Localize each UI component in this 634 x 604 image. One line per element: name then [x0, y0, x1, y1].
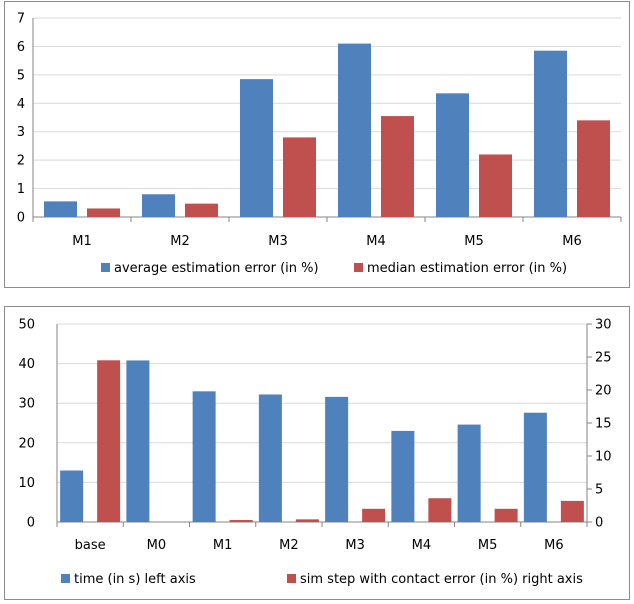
x-tick-label: base — [75, 538, 106, 553]
x-tick-label: M5 — [464, 234, 484, 249]
bar-time-M4 — [391, 430, 415, 522]
bar-time-M3 — [325, 396, 349, 522]
y-tick-label: 40 — [18, 357, 35, 372]
y-tick-label: 6 — [17, 40, 25, 55]
x-tick-label: M6 — [544, 538, 564, 553]
y-tick-label: 7 — [17, 12, 25, 27]
bar-average-M5 — [436, 93, 469, 217]
x-tick-label: M0 — [147, 538, 167, 553]
bar-median-M4 — [381, 116, 414, 217]
bar-time-M1 — [192, 391, 216, 522]
bar-median-M6 — [577, 120, 610, 217]
bar-time-M6 — [523, 412, 547, 522]
y2-tick-label: 0 — [595, 516, 603, 531]
y-tick-label: 50 — [18, 318, 35, 333]
y-tick-label: 2 — [17, 154, 25, 169]
bar-time-base — [60, 470, 84, 522]
chart-panel-time-contact-error: 0 10 20 30 40 50 0 5 10 15 20 25 30 base M0 M1 M2 M3 M4 M5 M… — [4, 306, 630, 600]
bar-median-M1 — [87, 208, 120, 217]
y-tick-label: 10 — [18, 476, 35, 491]
bar-median-M5 — [479, 154, 512, 217]
bar-contact-error-M3 — [362, 508, 386, 522]
x-tick-label: M1 — [213, 538, 233, 553]
y-tick-label: 1 — [17, 182, 25, 197]
x-tick-label: M2 — [279, 538, 299, 553]
bar-average-M4 — [338, 43, 371, 218]
y2-tick-label: 10 — [595, 450, 612, 465]
bar-contact-error-M5 — [494, 508, 518, 522]
y2-tick-label: 5 — [595, 483, 603, 498]
legend-swatch — [61, 574, 70, 583]
x-tick-label: M3 — [345, 538, 365, 553]
bar-median-M3 — [283, 137, 316, 217]
estimation-error-chart: 0 1 2 3 4 5 6 7 M1 M2 M3 M4 M5 M6 average estimation e… — [17, 12, 622, 276]
y-tick-label: 0 — [27, 516, 35, 531]
bar-average-M3 — [240, 79, 273, 217]
time-contact-error-chart: 0 10 20 30 40 50 0 5 10 15 20 25 30 base M0 M1 M2 M3 M4 M5 M… — [18, 318, 612, 588]
bar-contact-error-M4 — [428, 498, 452, 522]
bar-median-M2 — [185, 203, 218, 217]
bar-time-M0 — [126, 360, 150, 522]
y2-tick-label: 20 — [595, 384, 612, 399]
x-tick-label: M4 — [412, 538, 432, 553]
y-tick-label: 3 — [17, 125, 25, 140]
y-tick-label: 5 — [17, 68, 25, 83]
y2-tick-label: 25 — [595, 351, 612, 366]
y-tick-label: 4 — [17, 97, 25, 112]
y-tick-label: 20 — [18, 436, 35, 451]
x-tick-label: M4 — [366, 234, 386, 249]
y-tick-label: 30 — [18, 397, 35, 412]
bar-average-M2 — [142, 194, 175, 217]
legend-swatch — [354, 263, 363, 272]
legend-label: average estimation error (in %) — [114, 261, 319, 276]
x-tick-label: M1 — [72, 234, 92, 249]
legend-swatch — [101, 263, 110, 272]
legend-label: median estimation error (in %) — [367, 261, 567, 276]
y2-tick-label: 15 — [595, 417, 612, 432]
x-tick-label: M6 — [562, 234, 582, 249]
bar-contact-error-M6 — [560, 500, 584, 522]
x-tick-label: M3 — [268, 234, 288, 249]
bar-time-M2 — [258, 394, 282, 522]
bar-average-M6 — [534, 50, 567, 217]
y2-tick-label: 30 — [595, 318, 612, 333]
bar-time-M5 — [457, 424, 481, 522]
bar-contact-error-M2 — [295, 519, 319, 522]
legend-label: sim step with contact error (in %) right… — [300, 572, 583, 587]
bar-contact-error-base — [97, 360, 121, 522]
x-tick-label: M5 — [478, 538, 498, 553]
chart-panel-estimation-error: 0 1 2 3 4 5 6 7 M1 M2 M3 M4 M5 M6 average estimation e… — [4, 1, 630, 288]
y-tick-label: 0 — [17, 211, 25, 226]
legend-swatch — [287, 574, 296, 583]
bar-average-M1 — [44, 201, 77, 217]
x-tick-label: M2 — [170, 234, 190, 249]
legend-label: time (in s) left axis — [74, 572, 196, 587]
bar-contact-error-M1 — [229, 520, 253, 522]
